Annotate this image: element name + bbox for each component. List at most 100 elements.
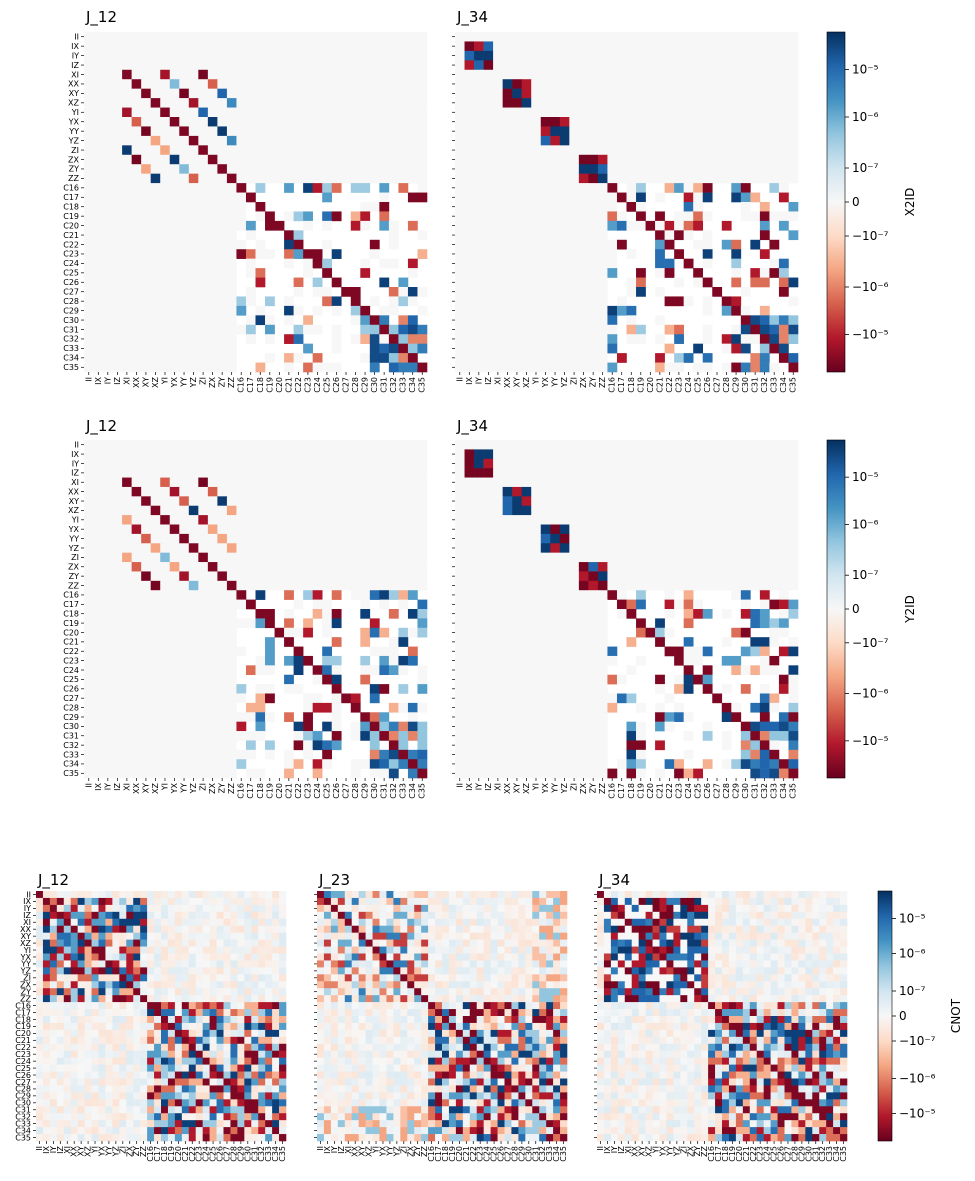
heatmap-cell bbox=[122, 768, 132, 779]
heatmap-cell bbox=[607, 211, 618, 222]
x-tick-label: XI bbox=[122, 377, 131, 385]
heatmap-cell bbox=[388, 759, 399, 769]
heatmap-cell bbox=[550, 343, 561, 354]
heatmap-cell bbox=[645, 220, 656, 231]
heatmap-cell bbox=[202, 891, 210, 899]
heatmap-cell bbox=[578, 533, 589, 544]
heatmap-cell bbox=[464, 712, 475, 722]
heatmap-cell bbox=[493, 353, 503, 363]
heatmap-cell bbox=[693, 599, 704, 610]
heatmap-cell bbox=[512, 60, 522, 71]
heatmap-cell bbox=[759, 759, 770, 769]
heatmap-cell bbox=[112, 731, 123, 741]
heatmap-cell bbox=[769, 552, 780, 563]
heatmap-cell bbox=[255, 712, 266, 722]
heatmap-cell bbox=[112, 183, 123, 193]
heatmap-cell bbox=[84, 258, 94, 269]
heatmap-cell bbox=[188, 515, 199, 525]
heatmap-cell bbox=[398, 477, 409, 488]
heatmap-cell bbox=[588, 693, 599, 704]
heatmap-cell bbox=[693, 477, 704, 488]
heatmap-cell bbox=[360, 324, 371, 335]
heatmap-cell bbox=[417, 702, 428, 713]
heatmap-cell bbox=[483, 107, 494, 118]
heatmap-cell bbox=[502, 702, 513, 713]
heatmap-cell bbox=[550, 674, 561, 685]
heatmap-cell bbox=[112, 440, 123, 450]
heatmap-cell bbox=[531, 32, 542, 42]
heatmap-cell bbox=[502, 674, 513, 685]
heatmap-cell bbox=[569, 324, 580, 335]
heatmap-cell bbox=[226, 702, 237, 713]
heatmap-cell bbox=[683, 107, 694, 118]
heatmap-cell bbox=[559, 98, 570, 108]
heatmap-cell bbox=[398, 731, 409, 741]
heatmap-cell bbox=[502, 609, 513, 619]
heatmap-cell bbox=[331, 449, 342, 460]
heatmap-cell bbox=[284, 69, 294, 80]
heatmap-cell bbox=[455, 117, 465, 127]
heatmap-cell bbox=[759, 154, 770, 165]
heatmap-cell bbox=[502, 98, 513, 108]
heatmap-cell bbox=[93, 590, 104, 600]
heatmap-cell bbox=[217, 126, 228, 137]
heatmap-cell bbox=[407, 60, 418, 71]
heatmap-cell bbox=[502, 211, 513, 222]
heatmap-cell bbox=[84, 618, 94, 629]
x-tick-label: C30 bbox=[370, 377, 379, 393]
heatmap-cell bbox=[188, 249, 199, 259]
heatmap-cell bbox=[578, 315, 589, 326]
heatmap-cell bbox=[245, 552, 256, 563]
heatmap-cell bbox=[150, 637, 161, 647]
heatmap-cell bbox=[284, 145, 294, 156]
heatmap-cell bbox=[303, 117, 313, 127]
heatmap-cell bbox=[179, 524, 190, 535]
heatmap-cell bbox=[141, 220, 151, 231]
heatmap-cell bbox=[179, 637, 190, 647]
heatmap-cell bbox=[483, 505, 494, 516]
heatmap-cell bbox=[98, 904, 106, 913]
heatmap-cell bbox=[226, 220, 237, 231]
heatmap-cell bbox=[255, 486, 266, 497]
heatmap-cell bbox=[331, 552, 342, 563]
heatmap-cell bbox=[597, 440, 608, 450]
heatmap-cell bbox=[274, 533, 285, 544]
heatmap-cell bbox=[293, 458, 304, 469]
heatmap-cell bbox=[759, 32, 770, 42]
heatmap-cell bbox=[597, 590, 608, 600]
heatmap-cell bbox=[350, 524, 361, 535]
heatmap-cell bbox=[388, 477, 399, 488]
heatmap-cell bbox=[417, 343, 428, 354]
heatmap-cell bbox=[236, 79, 247, 89]
heatmap-cell bbox=[626, 562, 637, 572]
panel-title-2: J_12 bbox=[85, 417, 117, 436]
heatmap-cell bbox=[655, 449, 665, 460]
heatmap-cell bbox=[198, 305, 209, 316]
heatmap-cell bbox=[674, 353, 684, 363]
heatmap-cell bbox=[464, 353, 475, 363]
heatmap-cell bbox=[284, 135, 294, 146]
heatmap-cell bbox=[217, 449, 228, 460]
heatmap-cell bbox=[84, 277, 94, 288]
heatmap-cell bbox=[483, 646, 494, 657]
heatmap-cell bbox=[122, 230, 132, 241]
heatmap-cell bbox=[607, 440, 618, 450]
heatmap-cell bbox=[160, 98, 171, 108]
heatmap-cell bbox=[502, 496, 513, 507]
heatmap-cell bbox=[474, 183, 484, 193]
heatmap-cell bbox=[664, 239, 675, 250]
heatmap-cell bbox=[502, 79, 513, 89]
heatmap-cell bbox=[778, 674, 789, 685]
heatmap-cell bbox=[674, 334, 684, 344]
heatmap-cell bbox=[464, 468, 475, 478]
heatmap-cell bbox=[122, 211, 132, 222]
heatmap-cell bbox=[141, 505, 151, 516]
heatmap-cell bbox=[521, 69, 532, 80]
heatmap-cell bbox=[750, 277, 761, 288]
heatmap-cell bbox=[693, 458, 704, 469]
heatmap-cell bbox=[407, 486, 418, 497]
heatmap-cell bbox=[759, 126, 770, 137]
heatmap-cell bbox=[531, 486, 542, 497]
heatmap-cell bbox=[521, 590, 532, 600]
heatmap-cell bbox=[721, 239, 732, 250]
